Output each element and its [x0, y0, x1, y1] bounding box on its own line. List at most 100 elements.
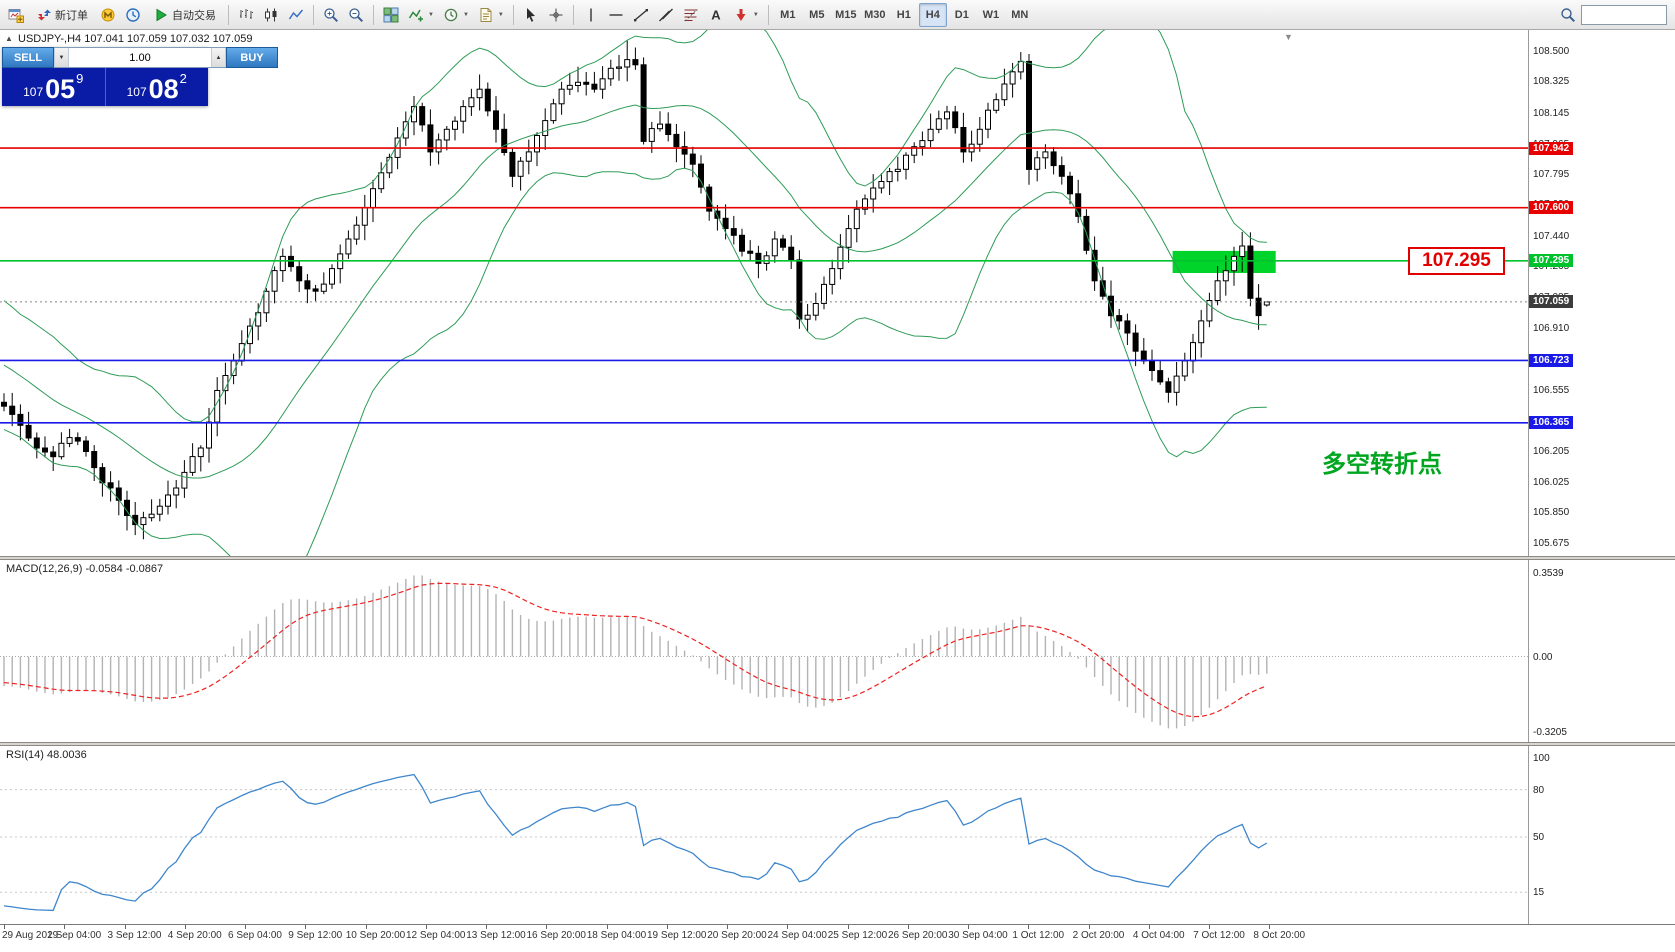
rsi-panel-canvas[interactable] — [0, 746, 1675, 924]
sell-button[interactable]: SELL — [2, 47, 54, 68]
candle-body — [640, 64, 647, 142]
arrow-tool-button[interactable]: ▼ — [729, 3, 763, 27]
buy-button[interactable]: BUY — [226, 47, 278, 68]
candle-body — [17, 413, 24, 426]
timeframe-h1-button[interactable]: H1 — [890, 3, 918, 27]
price-scale-label: 107.795 — [1533, 168, 1570, 180]
crosshair-button[interactable] — [544, 3, 568, 27]
market-watch-button[interactable] — [121, 3, 145, 27]
timeframe-m30-button[interactable]: M30 — [861, 3, 889, 27]
candle-body — [91, 451, 98, 469]
rsi-scale-label: 50 — [1533, 832, 1545, 843]
macd-signal-line — [3, 582, 1268, 718]
annotation-text-note[interactable]: 多空转折点 — [1322, 451, 1442, 478]
price-scale-label: 106.205 — [1533, 445, 1570, 457]
indicators-button[interactable]: ▼ — [404, 3, 438, 27]
candle-body — [853, 208, 860, 230]
chart-shift-marker[interactable]: ▼ — [1284, 32, 1293, 42]
cursor-button[interactable] — [519, 3, 543, 27]
bid-prefix: 107 — [23, 85, 44, 99]
dropdown-arrow-icon: ▼ — [428, 11, 434, 18]
candle-body — [788, 246, 795, 261]
time-axis-label: 25 Sep 12:00 — [827, 930, 888, 941]
periods-button[interactable]: ▼ — [439, 3, 473, 27]
horizontal-line-tool-button[interactable] — [604, 3, 628, 27]
candle-body — [247, 325, 253, 345]
bar-chart-icon — [240, 8, 253, 19]
panel-separator[interactable] — [0, 742, 1675, 746]
timeframe-m15-button[interactable]: M15 — [832, 3, 860, 27]
timeframe-d1-button[interactable]: D1 — [948, 3, 976, 27]
time-axis-label: 3 Sep 12:00 — [107, 930, 162, 941]
timeframe-m1-button[interactable]: M1 — [774, 3, 802, 27]
candle-body — [935, 118, 942, 130]
line-chart-button[interactable] — [284, 3, 308, 27]
candle-body — [525, 151, 532, 162]
rsi-line — [3, 773, 1268, 912]
price-alert-label[interactable]: 107.295 — [1408, 246, 1505, 275]
trendline-tool-button[interactable] — [629, 3, 653, 27]
timeframe-mn-button[interactable]: MN — [1006, 3, 1034, 27]
candle-body — [862, 198, 868, 210]
market-watch-icon — [126, 7, 140, 22]
vertical-line-tool-button[interactable] — [579, 3, 603, 27]
time-axis-tick — [847, 925, 849, 929]
macd-panel-canvas[interactable] — [0, 560, 1675, 742]
candle-body — [894, 168, 901, 173]
autotrading-label: 自动交易 — [172, 9, 216, 22]
price-chart-canvas[interactable] — [0, 30, 1675, 556]
price-tag-107.295: 107.295 — [1529, 254, 1574, 268]
candle-body — [1181, 360, 1188, 377]
candle-body — [755, 252, 762, 264]
autotrading-play-icon — [156, 8, 167, 21]
ask-prefix: 107 — [126, 85, 147, 99]
time-axis[interactable] — [0, 924, 1675, 952]
channel-tool-button[interactable] — [654, 3, 678, 27]
vertical-line-icon — [590, 8, 592, 21]
one-click-collapse-arrow[interactable]: ▲ — [5, 34, 13, 43]
candle-body — [460, 106, 467, 122]
candle-body — [771, 238, 778, 257]
time-axis-label: 20 Sep 20:00 — [707, 930, 767, 941]
time-axis-tick — [1088, 925, 1090, 929]
candle-body — [1009, 71, 1016, 85]
time-axis-tick — [124, 925, 126, 929]
new-order-button[interactable]: 新订单 — [29, 3, 95, 27]
candle-body — [927, 128, 934, 142]
highlight-rectangle[interactable] — [1172, 250, 1276, 273]
zoom-in-icon — [324, 7, 339, 22]
bar-chart-button[interactable] — [234, 3, 258, 27]
time-axis-label: 2 Sep 04:00 — [47, 930, 102, 941]
autotrading-button[interactable]: 自动交易 — [146, 3, 223, 27]
candle-body — [599, 78, 606, 90]
candle-body — [845, 228, 852, 248]
community-button[interactable] — [96, 3, 120, 27]
price-scale-label: 107.440 — [1533, 230, 1570, 242]
time-axis-tick — [4, 925, 5, 929]
panel-separator[interactable] — [0, 556, 1675, 560]
periods-clock-icon — [444, 8, 458, 21]
text-tool-button[interactable]: A — [704, 3, 728, 27]
candle-body — [730, 228, 737, 236]
candle-body — [1140, 350, 1147, 362]
templates-button[interactable]: ▼ — [474, 3, 508, 27]
zoom-in-button[interactable] — [319, 3, 343, 27]
candle-body — [181, 471, 188, 489]
volume-decrease-button[interactable]: ▼ — [54, 48, 69, 67]
chart-ohlc-label: USDJPY-,H4 107.041 107.059 107.032 107.0… — [18, 33, 253, 45]
volume-increase-button[interactable]: ▲ — [211, 48, 226, 67]
timeframe-h4-button[interactable]: H4 — [918, 2, 947, 27]
symbol-search-input[interactable] — [1581, 4, 1667, 25]
tile-windows-button[interactable] — [379, 3, 403, 27]
volume-input[interactable] — [69, 48, 211, 67]
fibonacci-tool-button[interactable] — [679, 3, 703, 27]
timeframe-m5-button[interactable]: M5 — [803, 3, 831, 27]
search-button[interactable] — [1556, 3, 1580, 27]
new-chart-button[interactable] — [4, 3, 28, 27]
candle-body — [255, 312, 262, 327]
candlestick-chart-button[interactable] — [259, 3, 283, 27]
zoom-out-button[interactable] — [344, 3, 368, 27]
candle-body — [1132, 332, 1139, 352]
candle-body — [747, 250, 754, 254]
timeframe-w1-button[interactable]: W1 — [977, 3, 1005, 27]
